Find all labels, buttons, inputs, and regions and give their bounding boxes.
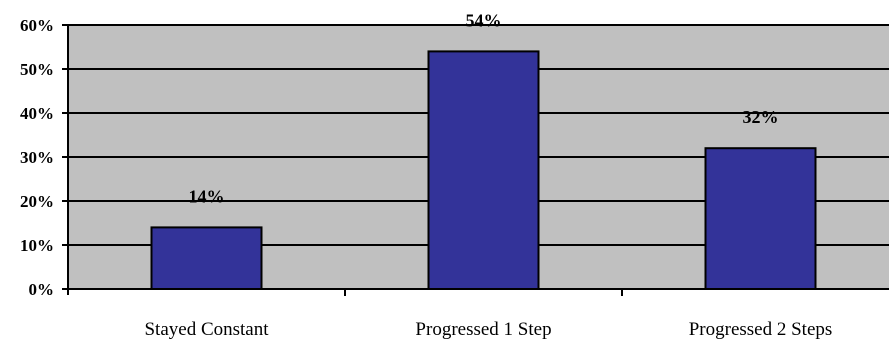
data-label: 32% [743, 107, 779, 127]
data-label: 14% [189, 186, 225, 206]
x-axis: Stayed Constant Progressed 1 Step Progress… [68, 288, 889, 340]
y-tick-label: 0% [29, 280, 55, 299]
data-label: 54% [466, 10, 502, 30]
x-tick-label: Progressed 2 Steps [689, 319, 833, 340]
y-tick-label: 30% [20, 148, 54, 167]
y-tick-label: 60% [20, 16, 54, 35]
bars [150, 50, 817, 291]
bar-progressed-2-steps [704, 147, 817, 290]
data-labels: 14% 54% 32% [189, 10, 779, 206]
y-tick-label: 50% [20, 60, 54, 79]
bar-progressed-1-step [427, 50, 540, 291]
y-tick-label: 20% [20, 192, 54, 211]
x-tick-label: Progressed 1 Step [415, 319, 551, 340]
y-axis: 0% 10% 20% 30% 40% 50% 60% [20, 16, 69, 299]
y-tick-label: 10% [20, 236, 54, 255]
bar-stayed-constant [150, 226, 263, 290]
y-tick-label: 40% [20, 104, 54, 123]
x-tick-label: Stayed Constant [144, 319, 269, 340]
